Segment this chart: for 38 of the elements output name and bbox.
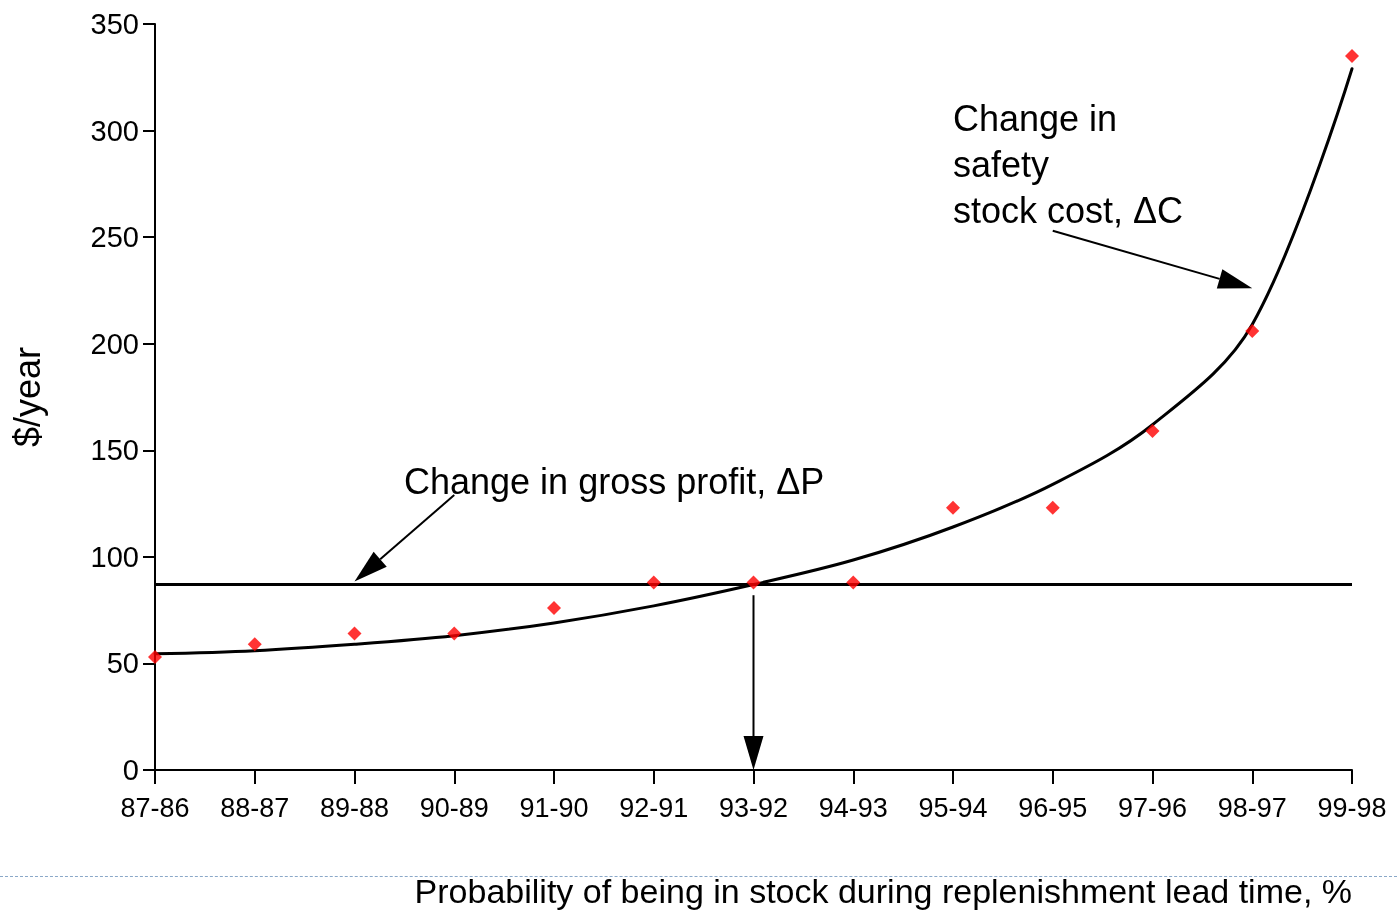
y-tick-label: 150 [90, 434, 139, 467]
x-tick-label: 91-90 [519, 792, 589, 823]
x-axis-title: Probability of being in stock during replenishment lead time, % [413, 872, 1353, 911]
x-tick-label: 89-88 [319, 792, 390, 823]
point [846, 575, 861, 590]
point [347, 626, 362, 641]
point [447, 626, 462, 641]
y-tick-label: 0 [122, 754, 139, 786]
y-tick-label: 250 [90, 221, 139, 254]
y-tick-label: 300 [90, 114, 139, 147]
point [946, 500, 960, 515]
point [1145, 424, 1160, 439]
point [646, 575, 661, 590]
x-tick-label: 96-95 [1018, 792, 1088, 823]
x-tick-label: 94-93 [818, 792, 888, 823]
x-tick-label: 99-98 [1317, 792, 1387, 823]
y-axis-title: $/year [6, 346, 48, 448]
x-tick-label: 92-91 [619, 792, 689, 823]
y-tick-label: 100 [90, 540, 139, 573]
y-tick-label: 200 [90, 327, 139, 360]
x-tick-label: 87-86 [120, 792, 190, 823]
y-tick-label: 50 [106, 647, 139, 680]
point [148, 650, 162, 665]
x-tick-label: 88-87 [220, 792, 290, 823]
point [247, 637, 262, 652]
point [746, 575, 761, 590]
point [1345, 48, 1359, 63]
annotation: Change in safety stock cost, ΔC [953, 97, 1184, 231]
x-tick-label: 90-89 [419, 792, 489, 823]
x-tick-label: 98-97 [1217, 792, 1287, 823]
point [547, 601, 561, 616]
point [1045, 500, 1060, 515]
annotation: Change in gross profit, ΔP [404, 461, 825, 503]
y-tick-label: 350 [90, 8, 139, 40]
point [1245, 323, 1260, 338]
x-tick-label: 93-92 [718, 792, 789, 823]
x-tick-label: 95-94 [918, 792, 988, 823]
x-tick-label: 97-96 [1117, 792, 1188, 823]
